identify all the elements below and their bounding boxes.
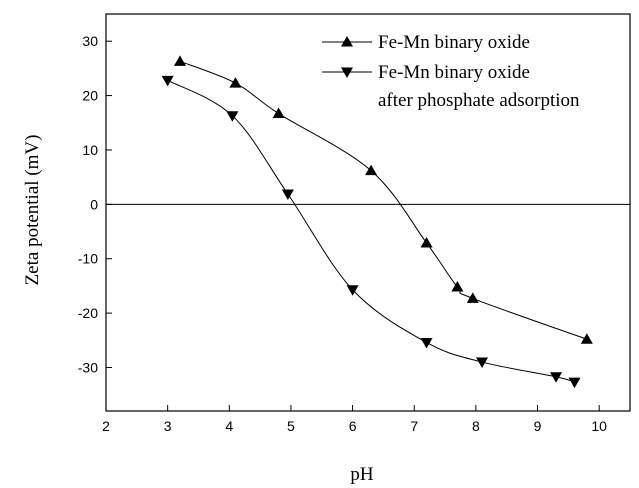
y-tick-label: 20 — [82, 88, 98, 104]
x-tick-label: 6 — [349, 418, 357, 434]
x-tick-label: 9 — [534, 418, 542, 434]
series-1-point — [365, 164, 378, 176]
y-tick-label: 0 — [90, 196, 98, 212]
legend-label-2: after phosphate adsorption — [378, 90, 580, 111]
plot-frame — [105, 13, 631, 412]
x-axis-title: pH — [350, 464, 374, 485]
legend-marker-1 — [341, 36, 353, 47]
series-1-point — [420, 236, 433, 248]
series-2-point — [346, 285, 359, 296]
x-tick-label: 10 — [591, 418, 607, 434]
series-2-point — [568, 377, 581, 389]
series-1-point — [466, 292, 479, 303]
y-tick-label: -20 — [78, 305, 98, 321]
series-2-line — [167, 79, 575, 383]
y-axis-ticks: -30 -20 -10 0 10 20 30 — [78, 33, 112, 375]
y-tick-label: -10 — [78, 251, 98, 267]
legend-label-2: Fe-Mn binary oxide — [378, 62, 530, 83]
series-1-point — [173, 55, 186, 66]
x-tick-label: 4 — [225, 418, 233, 434]
y-tick-label: -30 — [78, 359, 98, 375]
x-axis-ticks: 2 3 4 5 6 7 8 9 10 — [102, 405, 607, 434]
x-tick-label: 5 — [287, 418, 295, 434]
x-tick-label: 3 — [164, 418, 172, 434]
series-1-point — [229, 77, 242, 88]
series-1-point — [451, 281, 464, 292]
y-tick-label: 30 — [82, 33, 98, 49]
series-2-point — [226, 111, 239, 122]
y-axis-title: Zeta potential (mV) — [22, 135, 43, 286]
series-2-point — [420, 337, 433, 349]
legend-label-1: Fe-Mn binary oxide — [378, 32, 530, 53]
series-2-point — [476, 357, 489, 369]
x-tick-label: 7 — [410, 418, 418, 434]
series-2-point — [281, 189, 294, 201]
plot-area — [105, 13, 631, 412]
series-layer — [161, 55, 593, 389]
series-2-point — [550, 372, 563, 383]
series-1-point — [580, 333, 593, 344]
series-1-point — [272, 107, 285, 119]
x-tick-label: 2 — [102, 418, 110, 434]
legend-marker-2 — [341, 67, 353, 78]
x-tick-label: 8 — [472, 418, 480, 434]
legend: Fe-Mn binary oxide Fe-Mn binary oxide afte… — [322, 32, 580, 111]
y-tick-label: 10 — [82, 142, 98, 158]
series-2-point — [161, 75, 174, 87]
